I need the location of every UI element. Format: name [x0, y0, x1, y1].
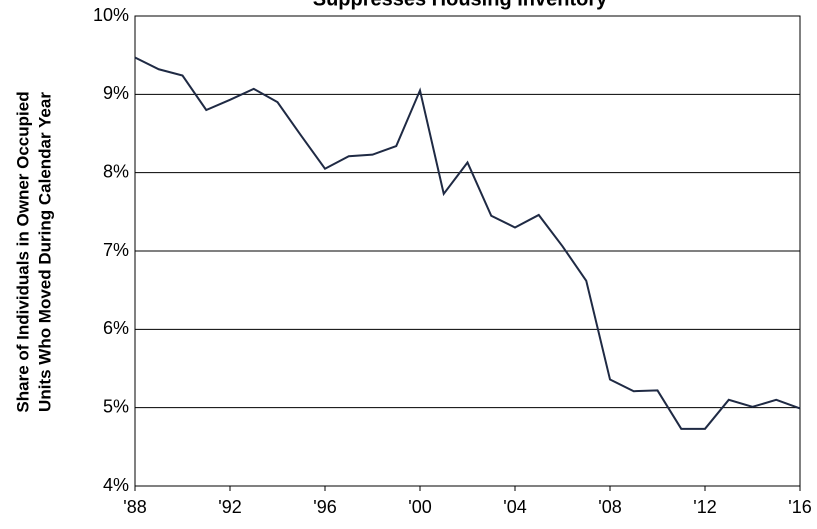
chart-title: Suppresses Housing Inventory [313, 0, 608, 10]
data-line [134, 56, 801, 430]
x-tick-label: '08 [598, 497, 621, 517]
x-tick-label: '88 [123, 497, 146, 517]
y-tick-label: 4% [103, 475, 129, 495]
y-tick-label: 6% [103, 318, 129, 338]
x-tick-label: '04 [503, 497, 526, 517]
x-tick-label: '12 [693, 497, 716, 517]
y-axis-label-line: Share of Individuals in Owner Occupied [13, 91, 32, 412]
y-axis-label: Share of Individuals in Owner Occupied U… [13, 91, 54, 412]
x-tick-label: '92 [218, 497, 241, 517]
y-tick-label: 7% [103, 240, 129, 260]
y-tick-label: 5% [103, 396, 129, 416]
x-tick-label: '00 [408, 497, 431, 517]
y-tick-label: 9% [103, 83, 129, 103]
y-axis-label-line: Units Who Moved During Calendar Year [35, 92, 54, 412]
x-tick-label: '96 [313, 497, 336, 517]
y-tick-label: 8% [103, 161, 129, 181]
y-tick-label: 10% [93, 5, 129, 25]
x-tick-label: '16 [788, 497, 811, 517]
